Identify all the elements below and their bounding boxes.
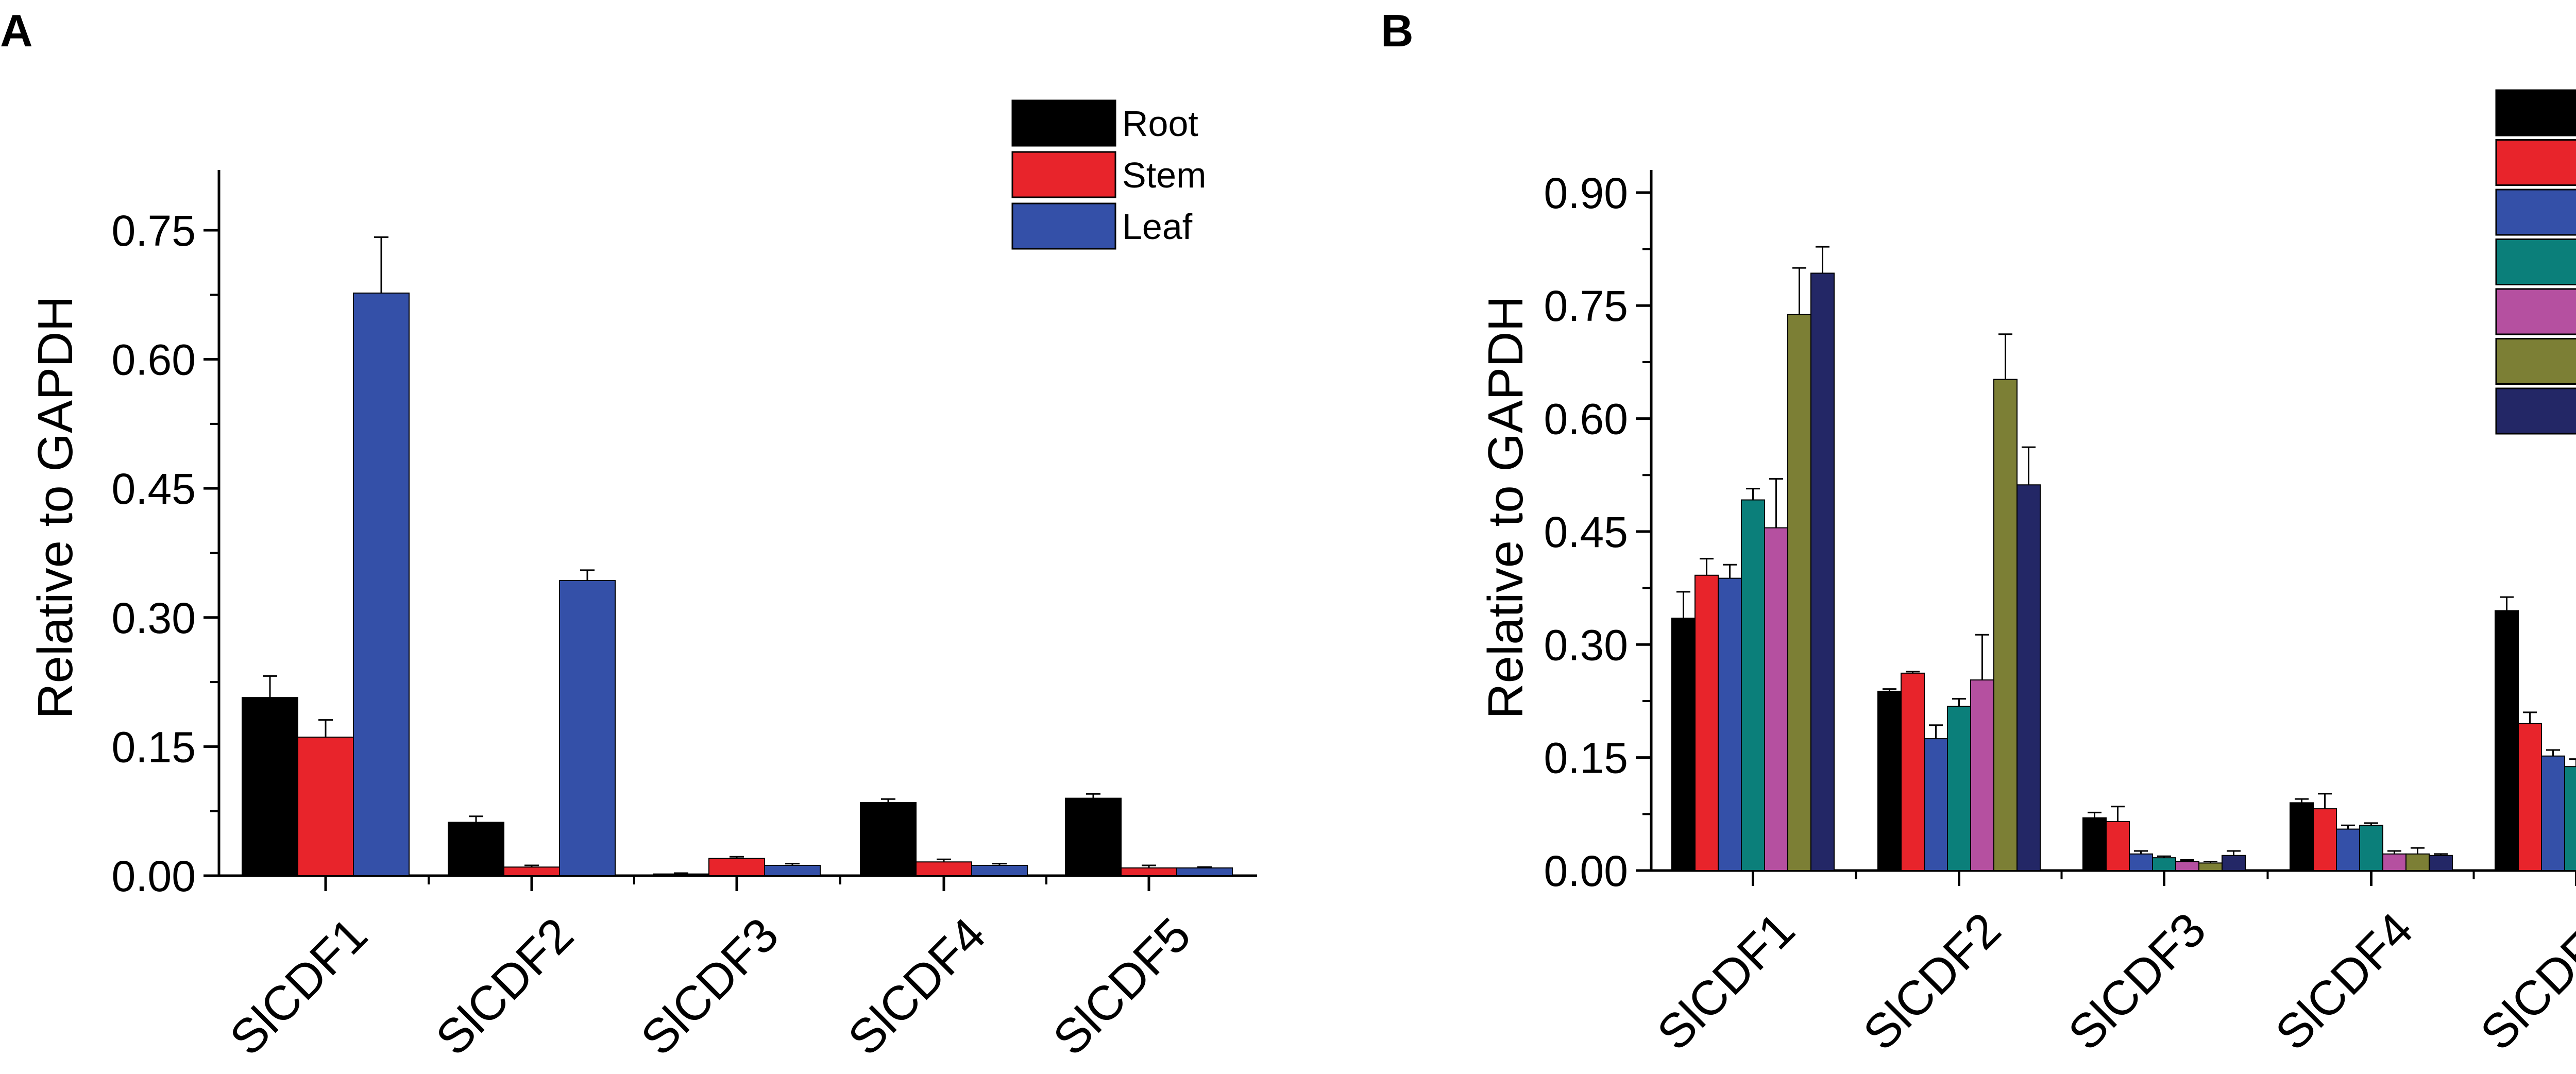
legend-swatch [2495, 238, 2576, 285]
panel-b: B 0.00 0.15 0.30 0.45 0.60 0.75 0.90 Relative to… [1381, 5, 2576, 1060]
bar-slcdf4-1 [2290, 802, 2314, 871]
category-label: SlCDF3 [631, 907, 789, 1065]
legend-swatch [2495, 338, 2576, 385]
y-tick-label: 0.60 [1544, 395, 1629, 444]
y-axis-title: Relative to GAPDH [1478, 296, 1533, 719]
legend-swatch [1011, 151, 1116, 198]
bar-slcdf5-1 [2495, 610, 2519, 872]
bar-slcdf3-4 [2152, 857, 2176, 871]
bar-slcdf1-7 [1810, 272, 1835, 871]
bar-slcdf2-stem [503, 866, 560, 877]
legend-swatch [2495, 189, 2576, 236]
bar-slcdf2-4 [1947, 706, 1971, 872]
bar-slcdf2-2 [1901, 672, 1925, 871]
bar-slcdf4-7 [2429, 855, 2453, 871]
bar-slcdf3-7 [2222, 855, 2246, 871]
category-label: SlCDF1 [219, 907, 378, 1065]
panel-letter: B [1381, 5, 1414, 56]
panel-letter: A [0, 5, 33, 56]
y-tick-label: 0.90 [1544, 169, 1629, 217]
bar-slcdf5-leaf [1176, 867, 1233, 876]
y-tick-label: 0.45 [1544, 508, 1629, 556]
category-label: SlCDF4 [838, 907, 996, 1065]
y-tick-label: 0.15 [1544, 734, 1629, 782]
bar-slcdf2-3 [1924, 738, 1948, 872]
bar-slcdf5-4 [2564, 766, 2576, 872]
bar-slcdf5-3 [2541, 755, 2565, 872]
category-label: SlCDF1 [1647, 902, 1805, 1060]
category-label: SlCDF3 [2058, 902, 2216, 1060]
bar-slcdf1-stem [297, 737, 354, 876]
bar-slcdf2-leaf [559, 579, 616, 876]
legend-label: Leaf [1122, 207, 1193, 247]
bar-slcdf1-root [242, 697, 298, 877]
category-label: SlCDF5 [2470, 902, 2576, 1060]
bar-slcdf4-3 [2336, 828, 2360, 872]
bar-slcdf2-7 [2016, 484, 2041, 871]
legend-swatch [2495, 139, 2576, 186]
category-label: SlCDF5 [1043, 907, 1201, 1065]
bar-slcdf3-6 [2198, 862, 2223, 871]
bar-slcdf5-2 [2518, 723, 2542, 872]
bar-slcdf4-leaf [971, 864, 1028, 876]
bar-slcdf4-root [860, 802, 917, 876]
bar-slcdf1-2 [1694, 574, 1719, 871]
bar-slcdf1-6 [1787, 314, 1811, 871]
bar-slcdf4-5 [2382, 853, 2406, 872]
bar-slcdf2-root [448, 822, 504, 877]
bar-slcdf3-leaf [764, 864, 821, 876]
panel-a: A 0.00 0.15 0.30 0.45 0.60 0.75 Relative to GAP… [0, 5, 1257, 1065]
legend-swatch [2495, 288, 2576, 335]
bar-slcdf2-6 [1993, 379, 2018, 871]
y-tick-label: 0.00 [1544, 847, 1629, 895]
bar-slcdf3-5 [2175, 861, 2199, 872]
y-tick-label: 0.60 [112, 336, 196, 384]
bar-slcdf2-5 [1970, 679, 1994, 871]
bar-slcdf3-3 [2129, 853, 2153, 872]
legend-label: Root [1122, 104, 1198, 144]
y-tick-label: 0.45 [112, 465, 196, 513]
y-tick-label: 0.75 [112, 207, 196, 255]
legend-swatch [2495, 387, 2576, 435]
y-tick-label: 0.30 [112, 594, 196, 642]
category-label: SlCDF2 [1853, 902, 2011, 1060]
y-tick-label: 0.75 [1544, 282, 1629, 330]
bar-slcdf4-6 [2405, 853, 2430, 872]
legend: Root Stem Leaf [1011, 99, 1206, 250]
bar-slcdf5-stem [1121, 867, 1177, 876]
category-label: SlCDF4 [2265, 902, 2423, 1060]
bar-slcdf3-stem [708, 858, 765, 876]
legend-swatch [1011, 99, 1116, 147]
bar-slcdf1-3 [1718, 577, 1742, 871]
y-tick-label: 0.00 [112, 852, 196, 900]
bar-slcdf4-4 [2359, 825, 2383, 871]
bar-slcdf3-2 [2106, 821, 2130, 872]
bar-slcdf1-1 [1671, 618, 1696, 872]
legend-swatch [1011, 202, 1116, 250]
y-tick-label: 0.15 [112, 723, 196, 771]
legend: 1234567 [2495, 89, 2576, 435]
bar-slcdf4-stem [916, 861, 972, 877]
bar-slcdf5-root [1065, 797, 1122, 877]
bar-slcdf2-1 [1877, 690, 1902, 872]
category-label: SlCDF2 [426, 907, 584, 1065]
y-tick-label: 0.30 [1544, 621, 1629, 669]
bar-slcdf3-root [653, 873, 709, 877]
bar-slcdf4-2 [2313, 808, 2337, 872]
legend-swatch [2495, 89, 2576, 137]
y-axis-title: Relative to GAPDH [28, 296, 83, 719]
bar-slcdf3-1 [2082, 817, 2107, 871]
legend-label: Stem [1122, 155, 1206, 195]
bar-slcdf1-leaf [353, 292, 410, 876]
bar-slcdf1-4 [1741, 499, 1765, 871]
bar-slcdf1-5 [1764, 527, 1788, 871]
